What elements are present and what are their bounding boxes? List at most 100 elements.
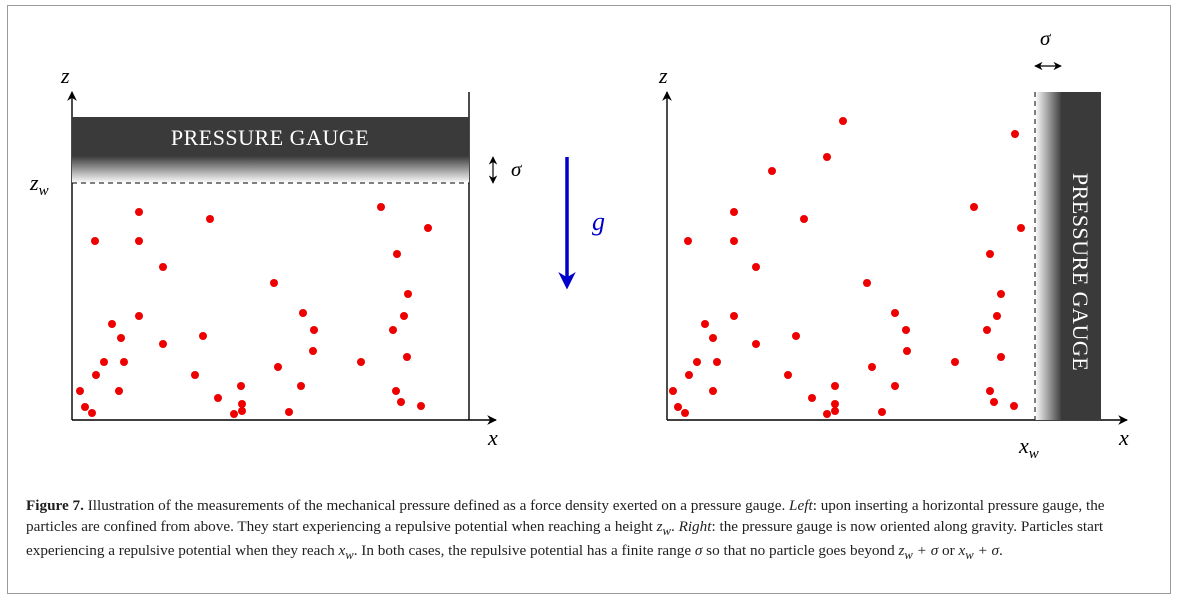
particle (674, 403, 682, 411)
particle (903, 347, 911, 355)
particle (91, 237, 99, 245)
particle (92, 371, 100, 379)
particle (730, 237, 738, 245)
left-zw-label: zw (29, 170, 49, 199)
particle (784, 371, 792, 379)
right-panel: z x PRESSURE GAUGE xw σ (658, 26, 1129, 462)
particle (135, 237, 143, 245)
particle (88, 409, 96, 417)
right-xw-label: xw (1018, 433, 1039, 462)
particle (951, 358, 959, 366)
particle (986, 250, 994, 258)
caption-text: Illustration of the measurements of the … (83, 497, 790, 514)
caption-left-word: Left (789, 497, 813, 514)
particle (357, 358, 365, 366)
figure-frame (7, 5, 1171, 594)
particle (404, 290, 412, 298)
particle (730, 312, 738, 320)
left-sigma-label: σ (511, 157, 523, 181)
particle (685, 371, 693, 379)
particle (993, 312, 1001, 320)
particle (808, 394, 816, 402)
particle (135, 208, 143, 216)
particle (100, 358, 108, 366)
particle (891, 309, 899, 317)
particle (983, 326, 991, 334)
particle (831, 407, 839, 415)
particle (297, 382, 305, 390)
particle (76, 387, 84, 395)
particle (377, 203, 385, 211)
particle (417, 402, 425, 410)
particle (274, 363, 282, 371)
particle (684, 237, 692, 245)
left-gauge-label: PRESSURE GAUGE (171, 125, 369, 150)
caption-xw: xw (338, 542, 354, 563)
figure-illustration: z x PRESSURE GAUGE zw σ (29, 26, 1129, 462)
particle (117, 334, 125, 342)
particle (823, 153, 831, 161)
particle (902, 326, 910, 334)
particle (214, 394, 222, 402)
particle (868, 363, 876, 371)
particle (730, 208, 738, 216)
particle (986, 387, 994, 395)
particle (424, 224, 432, 232)
particle (997, 353, 1005, 361)
particle (81, 403, 89, 411)
caption-right-word: Right (678, 517, 712, 535)
particle (752, 263, 760, 271)
caption-text: . In both cases, the repulsive potential… (353, 542, 695, 560)
caption-text: or (938, 542, 959, 560)
particle (669, 387, 677, 395)
particle (709, 334, 717, 342)
particle (997, 290, 1005, 298)
particle (681, 409, 689, 417)
particle (135, 312, 143, 320)
particle (701, 320, 709, 328)
right-gauge-gradient (1035, 92, 1062, 420)
particle (1017, 224, 1025, 232)
caption-text: : the pressure gauge is now oriented alo… (26, 517, 1104, 560)
caption-plus-sigma: + σ (912, 542, 939, 560)
particle (159, 340, 167, 348)
caption-text: . (670, 517, 679, 535)
particle (693, 358, 701, 366)
left-gauge-body (72, 117, 469, 157)
right-z-axis-label: z (658, 63, 668, 88)
left-panel: z x PRESSURE GAUGE zw σ (29, 63, 523, 450)
particle (199, 332, 207, 340)
particle (397, 398, 405, 406)
left-z-axis-label: z (60, 63, 70, 88)
particle (389, 326, 397, 334)
caption-text: so that no particle goes beyond (702, 542, 899, 560)
particle (768, 167, 776, 175)
particle (238, 400, 246, 408)
right-x-axis-label: x (1118, 425, 1129, 450)
caption-figure-number: Figure 7. (26, 497, 84, 514)
particle (230, 410, 238, 418)
caption-text: : upon inserting a horizontal pressure g… (26, 497, 1105, 535)
particle (831, 382, 839, 390)
caption-zw: zw (656, 517, 671, 538)
particle (709, 387, 717, 395)
gravity-label: g (592, 207, 605, 236)
caption-plus-sigma: + σ (973, 542, 1000, 560)
particle (310, 326, 318, 334)
particle (309, 347, 317, 355)
particle (159, 263, 167, 271)
particle (206, 215, 214, 223)
particle (891, 382, 899, 390)
particle (285, 408, 293, 416)
caption-zw-2: zw (898, 542, 913, 563)
particle (878, 408, 886, 416)
right-sigma-label: σ (1040, 26, 1052, 50)
particle (1010, 402, 1018, 410)
right-particles (669, 117, 1025, 418)
particle (120, 358, 128, 366)
right-gauge-body (1061, 92, 1101, 420)
caption-sigma: σ (694, 542, 703, 560)
particle (792, 332, 800, 340)
caption-text: . (999, 542, 1003, 560)
particle (403, 353, 411, 361)
